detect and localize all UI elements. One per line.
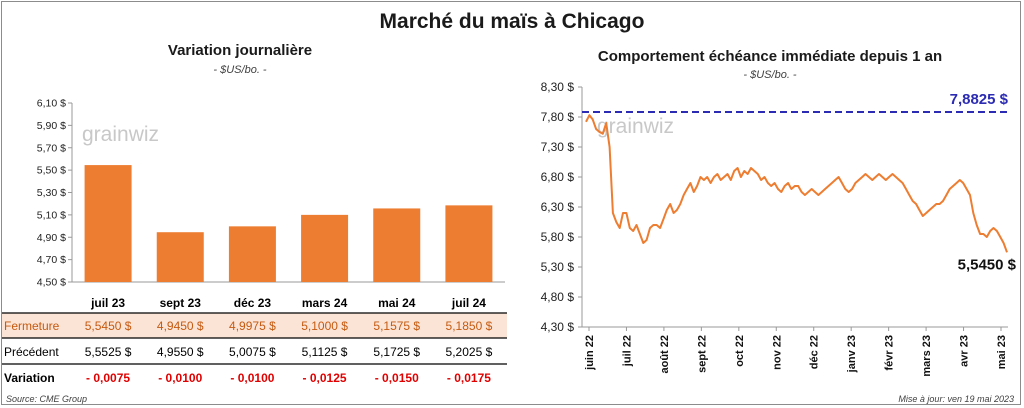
table-row-label: Précédent <box>4 345 59 359</box>
bar <box>373 208 421 282</box>
table-cell: 5,1575 $ <box>373 319 420 333</box>
right-x-tick-label: avr 23 <box>959 335 971 367</box>
table-cell: 5,0075 $ <box>229 345 276 359</box>
left-y-tick-label: 5,30 $ <box>37 187 66 199</box>
table-cell: - 0,0075 <box>86 371 130 385</box>
right-watermark: grainwiz <box>597 115 674 138</box>
table-cell: 5,1000 $ <box>301 319 348 333</box>
category-label: juil 24 <box>451 296 486 310</box>
bar <box>84 165 132 282</box>
left-watermark: grainwiz <box>82 123 159 146</box>
category-label: mai 24 <box>378 296 416 310</box>
right-x-tick-label: août 22 <box>659 335 671 374</box>
right-chart-unit: - $US/bo. - <box>743 69 797 81</box>
price-line <box>585 114 1008 253</box>
right-x-tick-label: févr 23 <box>884 335 896 370</box>
category-label: sept 23 <box>160 296 202 310</box>
last-price-label: 5,5450 $ <box>958 256 1017 273</box>
right-y-tick-label: 5,30 $ <box>541 260 575 274</box>
bar <box>445 205 493 282</box>
update-note: Mise à jour: ven 19 mai 2023 <box>898 394 1014 404</box>
right-x-tick-label: mars 23 <box>921 335 933 377</box>
table-row-label: Variation <box>4 371 55 385</box>
left-y-tick-label: 6,10 $ <box>37 98 66 110</box>
table-cell: - 0,0150 <box>375 371 419 385</box>
bar <box>301 214 349 282</box>
table-row-label: Fermeture <box>4 319 60 333</box>
right-y-tick-label: 6,80 $ <box>541 170 575 184</box>
table-cell: 4,9450 $ <box>157 319 204 333</box>
source-note: Source: CME Group <box>6 394 88 404</box>
right-y-tick-label: 5,80 $ <box>541 230 575 244</box>
table-cell: - 0,0125 <box>303 371 347 385</box>
right-y-tick-label: 4,80 $ <box>541 290 575 304</box>
right-chart-title: Comportement échéance immédiate depuis 1… <box>597 48 943 65</box>
right-y-tick-label: 8,30 $ <box>541 80 575 94</box>
right-y-tick-label: 4,30 $ <box>541 320 575 334</box>
table-cell: 5,5525 $ <box>85 345 132 359</box>
category-label: mars 24 <box>302 296 348 310</box>
left-y-tick-label: 4,70 $ <box>37 254 66 266</box>
table-cell: 5,2025 $ <box>446 345 493 359</box>
left-y-tick-label: 5,50 $ <box>37 165 66 177</box>
left-y-tick-label: 5,90 $ <box>37 120 66 132</box>
category-label: juil 23 <box>90 296 125 310</box>
table-cell: - 0,0175 <box>447 371 491 385</box>
left-y-tick-label: 4,90 $ <box>37 232 66 244</box>
right-x-tick-label: mai 23 <box>996 335 1008 369</box>
right-y-tick-label: 6,30 $ <box>541 200 575 214</box>
right-x-tick-label: juil 22 <box>621 335 633 367</box>
right-y-tick-label: 7,80 $ <box>541 110 575 124</box>
right-y-tick-label: 7,30 $ <box>541 140 575 154</box>
right-x-tick-label: sept 22 <box>696 335 708 373</box>
left-y-tick-label: 5,70 $ <box>37 142 66 154</box>
bar <box>156 232 204 282</box>
right-x-tick-label: nov 22 <box>771 335 783 370</box>
table-cell: - 0,0100 <box>230 371 274 385</box>
right-x-tick-label: oct 22 <box>734 335 746 367</box>
reference-label: 7,8825 $ <box>950 91 1009 108</box>
table-cell: 4,9550 $ <box>157 345 204 359</box>
table-cell: 4,9975 $ <box>229 319 276 333</box>
right-x-tick-label: déc 22 <box>809 335 821 369</box>
main-title: Marché du maïs à Chicago <box>379 10 645 33</box>
table-cell: - 0,0100 <box>158 371 202 385</box>
table-cell: 5,1725 $ <box>373 345 420 359</box>
table-cell: 5,5450 $ <box>85 319 132 333</box>
table-highlight-row <box>2 313 507 338</box>
table-cell: 5,1125 $ <box>302 345 348 359</box>
right-x-tick-label: janv 23 <box>846 335 858 373</box>
left-chart-unit: - $US/bo. - <box>213 64 267 76</box>
right-x-tick-label: juin 22 <box>584 335 596 371</box>
left-chart-title: Variation journalière <box>167 42 313 59</box>
table-cell: 5,1850 $ <box>446 319 493 333</box>
category-label: déc 23 <box>234 296 272 310</box>
left-y-tick-label: 5,10 $ <box>37 209 66 221</box>
left-y-tick-label: 4,50 $ <box>37 277 66 289</box>
bar <box>228 226 276 282</box>
